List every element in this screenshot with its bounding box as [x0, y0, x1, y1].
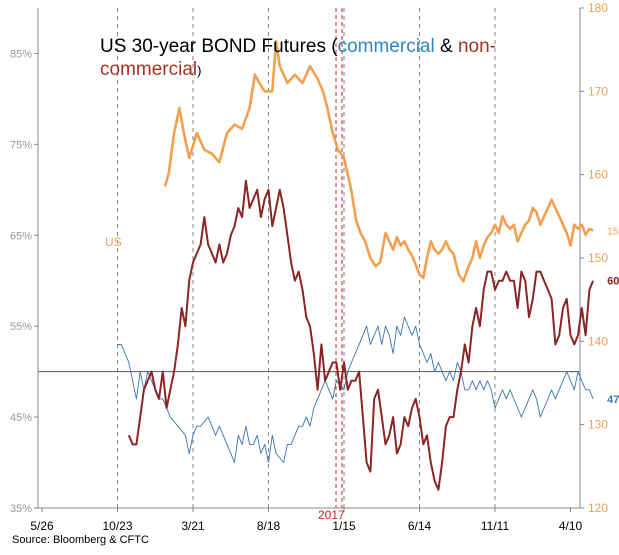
right-tick-label: 180 [588, 1, 608, 15]
right-axis: 120 130 140 150 160 170 180 [580, 1, 608, 515]
x-tick-label: 10/23 [102, 519, 132, 533]
x-tick-label: 11/11 [481, 519, 510, 533]
right-tick-label: 130 [588, 418, 608, 432]
series-group: 153.36 47% 60% [118, 41, 619, 490]
left-tick-label: 45% [10, 412, 32, 424]
plot-frame [38, 8, 580, 508]
series-end-label-US: 153.36 [607, 227, 619, 238]
right-tick-label: 120 [588, 501, 608, 515]
vertical-gridlines [38, 8, 580, 508]
series-end-label-non-commercial: 60% [607, 276, 619, 288]
right-tick-label: 140 [588, 334, 608, 348]
series-line-commercial [118, 317, 594, 462]
right-tick-label: 150 [588, 251, 608, 265]
title-suffix: ) [197, 63, 201, 78]
title-noncommercial-b: commercial [100, 59, 197, 80]
left-tick-label: 35% [10, 503, 32, 515]
right-tick-label: 170 [588, 84, 608, 98]
x-tick-label: 3/21 [181, 519, 205, 533]
year-marker-label: 2017 [318, 508, 345, 522]
us-series-label: US [105, 235, 122, 249]
left-tick-label: 75% [10, 139, 32, 151]
right-tick-label: 160 [588, 168, 608, 182]
left-tick-label: 85% [10, 48, 32, 60]
source-note: Source: Bloomberg & CFTC [12, 534, 149, 546]
left-tick-label: 55% [10, 321, 32, 333]
title-amp: & [435, 36, 458, 57]
title-prefix: US 30-year BOND Futures ( [100, 36, 338, 57]
x-tick-label: 8/18 [257, 519, 281, 533]
left-axis: 35% 45% 55% 65% 75% 85% [10, 48, 38, 515]
chart-title: US 30-year BOND Futures (commercial & no… [100, 36, 496, 57]
series-end-label-commercial: 47% [607, 394, 619, 406]
left-tick-label: 65% [10, 230, 32, 242]
x-tick-label: 4/10 [559, 519, 583, 533]
title-noncommercial-a: non- [458, 36, 496, 57]
title-commercial: commercial [338, 36, 435, 57]
x-tick-label: 5/26 [30, 519, 54, 533]
chart-title-line2: commercial) [100, 59, 201, 80]
x-tick-label: 6/14 [408, 519, 432, 533]
